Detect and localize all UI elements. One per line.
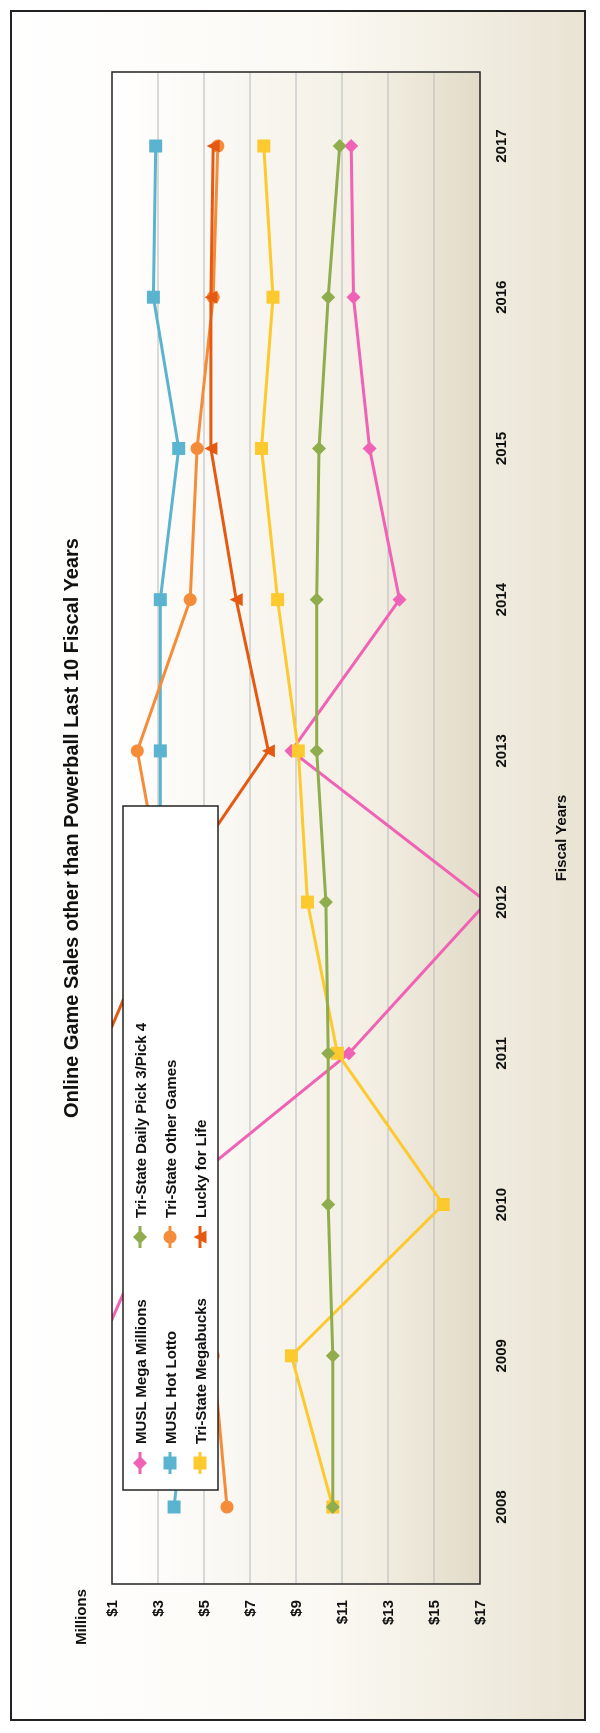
- data-point: [153, 744, 167, 758]
- x-tick-label: 2011: [493, 1037, 510, 1070]
- data-point: [172, 441, 186, 455]
- plot-border: [111, 71, 481, 1585]
- legend-label: Lucky for Life: [193, 1120, 210, 1218]
- data-point: [392, 592, 407, 607]
- chart-title: Online Game Sales other than Powerball L…: [61, 538, 83, 1118]
- y-tick-label: $15: [426, 1600, 443, 1625]
- x-tick-label: 2017: [493, 129, 510, 162]
- legend-item-4: Tri-State Other Games: [163, 1060, 180, 1248]
- data-point: [183, 593, 197, 607]
- series-line: [260, 145, 445, 1508]
- x-tick-label: 2012: [493, 885, 510, 918]
- data-point: [153, 593, 167, 607]
- data-point: [149, 139, 163, 153]
- data-point: [291, 744, 305, 758]
- data-point: [167, 1500, 181, 1514]
- legend-item-3: Tri-State Daily Pick 3/Pick 4: [133, 1022, 150, 1248]
- legend-item-2: Tri-State Megabucks: [193, 1298, 210, 1474]
- y-tick-label: $17: [472, 1600, 489, 1625]
- x-tick-label: 2014: [493, 582, 510, 616]
- y-axis-title: Millions: [73, 1589, 90, 1645]
- legend: [122, 805, 219, 1491]
- data-point: [341, 1046, 356, 1061]
- data-point: [206, 139, 220, 153]
- legend-label: Tri-State Daily Pick 3/Pick 4: [133, 1022, 150, 1218]
- legend-label: MUSL Mega Millions: [133, 1299, 150, 1444]
- data-point: [146, 290, 160, 304]
- data-point: [255, 441, 268, 455]
- data-point: [362, 441, 377, 456]
- data-point: [133, 1230, 147, 1244]
- y-tick-label: $3: [150, 1600, 167, 1617]
- data-point: [261, 744, 275, 758]
- data-point: [284, 1349, 298, 1363]
- data-point: [321, 1197, 336, 1212]
- data-point: [130, 744, 144, 758]
- legend-label: Tri-State Megabucks: [193, 1298, 210, 1444]
- data-point: [436, 1198, 450, 1212]
- data-point: [257, 139, 271, 153]
- data-point: [321, 290, 336, 305]
- x-tick-label: 2013: [493, 734, 510, 767]
- data-point: [193, 1456, 207, 1470]
- data-point: [229, 593, 243, 607]
- legend-label: MUSL Hot Lotto: [163, 1331, 180, 1444]
- data-point: [344, 139, 359, 153]
- series-line: [315, 145, 342, 1507]
- data-point: [325, 1348, 340, 1363]
- y-tick-label: $9: [288, 1600, 305, 1617]
- x-tick-label: 2010: [493, 1188, 510, 1221]
- data-point: [309, 743, 324, 758]
- data-point: [204, 290, 218, 304]
- data-point: [330, 1046, 344, 1060]
- y-tick-label: $1: [104, 1600, 121, 1617]
- data-point: [94, 1047, 107, 1060]
- x-tick-label: 2008: [493, 1490, 510, 1523]
- data-point: [190, 441, 204, 455]
- data-point: [163, 1230, 177, 1244]
- data-point: [321, 1046, 336, 1061]
- data-point: [204, 441, 218, 455]
- legend-item-5: Lucky for Life: [193, 1120, 210, 1248]
- data-point: [163, 1456, 177, 1470]
- legend-item-0: MUSL Mega Millions: [133, 1299, 150, 1474]
- x-axis-title: Fiscal Years: [553, 795, 570, 881]
- data-point: [325, 1500, 340, 1514]
- data-point: [318, 895, 333, 910]
- data-point: [133, 1456, 147, 1470]
- data-point: [479, 902, 480, 903]
- y-tick-label: $7: [242, 1600, 259, 1617]
- x-tick-label: 2016: [493, 281, 510, 314]
- data-point: [332, 139, 347, 153]
- x-tick-label: 2015: [493, 432, 510, 465]
- data-point: [346, 290, 361, 305]
- legend-item-1: MUSL Hot Lotto: [163, 1331, 180, 1474]
- data-point: [220, 1500, 234, 1514]
- series-3: [309, 139, 347, 1514]
- data-point: [271, 593, 285, 607]
- data-point: [266, 290, 280, 304]
- data-point: [301, 895, 314, 909]
- data-point: [89, 1349, 103, 1363]
- data-point: [312, 441, 326, 456]
- y-tick-label: $5: [196, 1600, 213, 1617]
- y-tick-label: $11: [334, 1600, 351, 1624]
- data-point: [309, 592, 324, 607]
- data-point: [193, 1230, 207, 1244]
- y-tick-label: $13: [380, 1600, 397, 1625]
- legend-label: Tri-State Other Games: [163, 1060, 180, 1218]
- x-tick-label: 2009: [493, 1339, 510, 1372]
